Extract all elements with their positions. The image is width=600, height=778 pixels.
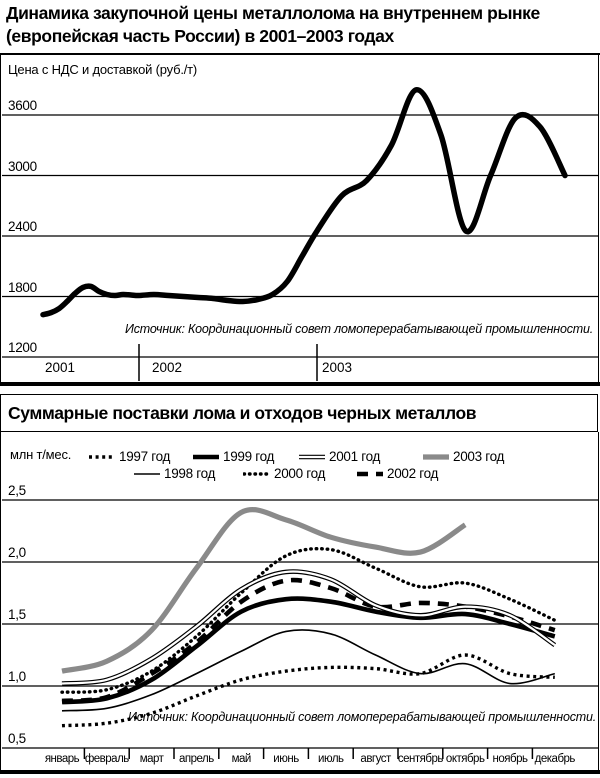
legend-label-1998: 1998 год xyxy=(164,466,216,481)
legend-item-2001: 2001 год xyxy=(298,449,380,464)
rule-between-charts xyxy=(0,382,600,386)
chart2-month-label: февраль xyxy=(84,753,129,765)
legend-swatch-2003 xyxy=(423,453,449,460)
chart2-month-label: ноябрь xyxy=(492,753,528,765)
legend-swatch-2002 xyxy=(357,471,383,476)
legend-item-1999: 1999 год xyxy=(192,449,274,464)
legend-item-2000: 2000 год xyxy=(243,466,325,481)
chart2-month-label: август xyxy=(360,753,391,765)
chart2-ytick: 2,5 xyxy=(8,483,26,498)
legend-item-2002: 2002 год xyxy=(356,466,438,481)
chart2-ytick: 2,0 xyxy=(8,545,26,560)
legend-swatch-1997 xyxy=(89,454,115,459)
legend-swatch-2001 xyxy=(299,454,325,459)
price-curve xyxy=(40,87,568,318)
legend-label-2002: 2002 год xyxy=(387,466,439,481)
supply-series-1997 xyxy=(61,653,555,728)
chart1-y-axis-unit: Цена с НДС и доставкой (руб./т) xyxy=(8,62,198,77)
chart2-ytick: 0,5 xyxy=(8,731,26,746)
chart1-year-label: 2002 xyxy=(152,360,183,375)
legend-label-2003: 2003 год xyxy=(453,449,505,464)
legend-label-2001: 2001 год xyxy=(329,449,381,464)
legend-label-1997: 1997 год xyxy=(119,449,171,464)
chart1-title: Динамика закупочной цены металлолома на … xyxy=(6,2,581,48)
chart2-month-label: апрель xyxy=(179,753,214,765)
chart2-month-label: октябрь xyxy=(445,753,485,765)
chart1-ytick: 1200 xyxy=(8,340,37,355)
chart2-month-label: июнь xyxy=(273,753,299,765)
chart2-month-label: май xyxy=(231,753,252,765)
legend-label-2000: 2000 год xyxy=(274,466,326,481)
legend-label-1999: 1999 год xyxy=(223,449,275,464)
chart2-ytick: 1,0 xyxy=(8,669,26,684)
legend-swatch-2000 xyxy=(243,471,271,476)
chart2-month-label: март xyxy=(139,753,164,765)
chart2-title-box: Суммарные поставки лома и отходов черных… xyxy=(0,394,598,432)
chart2-source: Источник: Координационный совет ломопере… xyxy=(128,710,596,724)
legend-swatch-1998 xyxy=(134,472,160,475)
chart2-month-label: декабрь xyxy=(534,753,576,765)
chart1-year-label: 2001 xyxy=(45,360,76,375)
chart1-title-line1: Динамика закупочной цены металлолома на … xyxy=(6,3,540,23)
chart1-year-label: 2003 xyxy=(322,360,353,375)
chart2-frame xyxy=(0,432,599,771)
chart1-ytick: 3000 xyxy=(8,158,37,174)
rule-bottom xyxy=(0,770,600,774)
chart1-title-line2: (европейская часть России) в 2001–2003 г… xyxy=(6,25,394,46)
chart2-month-label: июль xyxy=(318,753,344,765)
chart1-source: Источник: Координационный совет ломопере… xyxy=(125,322,593,336)
legend-item-1998: 1998 год xyxy=(133,466,215,481)
legend-swatch-1999 xyxy=(193,454,219,459)
supply-series-2001-core xyxy=(61,570,556,685)
rule-under-title xyxy=(0,53,600,55)
supply-series-2003 xyxy=(61,506,467,674)
chart1-ytick: 1800 xyxy=(8,279,37,295)
supply-series-2000 xyxy=(60,546,557,694)
supply-series-1999 xyxy=(61,596,556,705)
legend-item-1997: 1997 год xyxy=(88,449,170,464)
legend-item-2003: 2003 год xyxy=(422,449,504,464)
supply-series-1998 xyxy=(61,629,555,712)
chart2-month-label: сентябрь xyxy=(397,753,443,765)
chart2-y-axis-unit: млн т/мес. xyxy=(10,447,72,462)
chart1-ytick: 2400 xyxy=(8,219,37,234)
chart2-month-label: январь xyxy=(44,753,80,765)
chart1-frame xyxy=(0,55,599,382)
chart1-ytick: 3600 xyxy=(8,98,37,113)
chart2-ytick: 1,5 xyxy=(8,607,26,622)
chart2-title: Суммарные поставки лома и отходов черных… xyxy=(8,402,477,423)
